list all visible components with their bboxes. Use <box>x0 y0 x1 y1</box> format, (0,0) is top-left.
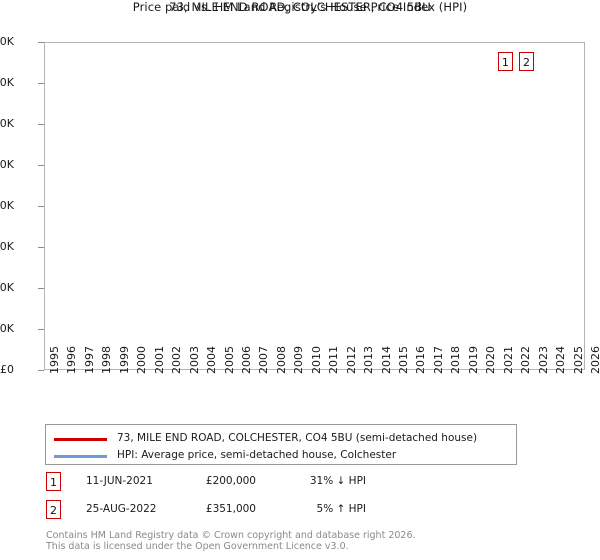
footer-licence: This data is licensed under the Open Gov… <box>46 541 349 552</box>
x-axis-tick-label: 1998 <box>100 346 114 374</box>
x-axis-tick-label: 2007 <box>257 346 271 374</box>
transaction-hpi-delta: 31% ↓ HPI <box>309 475 366 487</box>
x-axis-tick-label: 2001 <box>152 346 166 374</box>
x-axis-tick-label: 2026 <box>589 346 600 374</box>
x-axis-tick-label: 2008 <box>274 346 288 374</box>
y-axis-tick <box>38 42 44 43</box>
x-axis-tick-label: 2015 <box>397 346 411 374</box>
x-axis-tick-label: 2020 <box>484 346 498 374</box>
y-axis-tick-label: £150K <box>0 240 14 253</box>
x-axis-tick-label: 2023 <box>536 346 550 374</box>
x-axis-tick-label: 2012 <box>344 346 358 374</box>
legend-color-swatch <box>54 438 107 441</box>
chart-plot-area <box>43 42 586 370</box>
annotation-marker-2[interactable]: 2 <box>519 52 535 71</box>
annotation-marker-1[interactable]: 1 <box>497 52 513 71</box>
x-axis-tick-label: 2024 <box>554 346 568 374</box>
transaction-hpi-delta: 5% ↑ HPI <box>316 503 366 515</box>
x-axis-tick-label: 1997 <box>82 346 96 374</box>
transaction-index-2[interactable]: 2 <box>46 500 61 519</box>
x-axis-tick-label: 2004 <box>205 346 219 374</box>
transaction-price: £351,000 <box>205 503 256 515</box>
page-title: 73, MILE END ROAD, COLCHESTER, CO4 5BU <box>169 0 431 14</box>
x-axis-tick-label: 2002 <box>170 346 184 374</box>
transaction-date: 25-AUG-2022 <box>86 503 157 515</box>
x-axis-tick-label: 1999 <box>117 346 131 374</box>
y-axis-tick-label: £0 <box>0 363 14 376</box>
chart-frame <box>44 42 585 370</box>
legend-label: HPI: Average price, semi-detached house,… <box>117 449 397 461</box>
transaction-date: 11-JUN-2021 <box>86 475 153 487</box>
y-axis-tick <box>38 370 44 371</box>
x-axis-tick-label: 2021 <box>501 346 515 374</box>
y-axis-tick-label: £350K <box>0 76 14 89</box>
legend-label: 73, MILE END ROAD, COLCHESTER, CO4 5BU (… <box>117 432 478 444</box>
x-axis-tick-label: 2010 <box>309 346 323 374</box>
x-axis-tick-label: 2009 <box>292 346 306 374</box>
x-axis-tick-label: 1995 <box>48 346 61 374</box>
y-axis-tick-label: £250K <box>0 158 14 171</box>
y-axis-tick-label: £400K <box>0 35 14 48</box>
y-axis-tick <box>38 206 44 207</box>
y-axis-tick <box>38 165 44 166</box>
x-axis-tick-label: 2017 <box>431 346 445 374</box>
x-axis-tick-label: 1996 <box>65 346 79 374</box>
y-axis-tick <box>38 247 44 248</box>
y-axis-tick <box>38 288 44 289</box>
legend-color-swatch <box>54 455 107 458</box>
x-axis-tick-label: 2011 <box>327 346 341 374</box>
footer-copyright: Contains HM Land Registry data © Crown c… <box>46 530 416 541</box>
page-subtitle: Price paid vs. HM Land Registry's House … <box>132 0 468 14</box>
x-axis-tick-label: 2025 <box>571 346 585 374</box>
transaction-price: £200,000 <box>205 475 256 487</box>
y-axis-tick <box>38 124 44 125</box>
y-axis-tick-label: £200K <box>0 199 14 212</box>
x-axis-tick-label: 2016 <box>414 346 428 374</box>
x-axis-tick-label: 2000 <box>135 346 149 374</box>
y-axis-tick <box>38 83 44 84</box>
y-axis-tick <box>38 329 44 330</box>
x-axis-tick-label: 2005 <box>222 346 236 374</box>
x-axis-tick-label: 2006 <box>239 346 253 374</box>
x-axis-tick-label: 2018 <box>449 346 463 374</box>
y-axis-tick-label: £50K <box>0 322 14 335</box>
transaction-index-1[interactable]: 1 <box>46 472 61 491</box>
x-axis-tick-label: 2013 <box>362 346 376 374</box>
y-axis-tick-label: £100K <box>0 281 14 294</box>
x-axis-tick-label: 2014 <box>379 346 393 374</box>
x-axis-tick-label: 2019 <box>466 346 480 374</box>
y-axis-tick-label: £300K <box>0 117 14 130</box>
x-axis-tick-label: 2022 <box>519 346 533 374</box>
chart-legend: 73, MILE END ROAD, COLCHESTER, CO4 5BU (… <box>45 424 517 465</box>
x-axis-tick-label: 2003 <box>187 346 201 374</box>
